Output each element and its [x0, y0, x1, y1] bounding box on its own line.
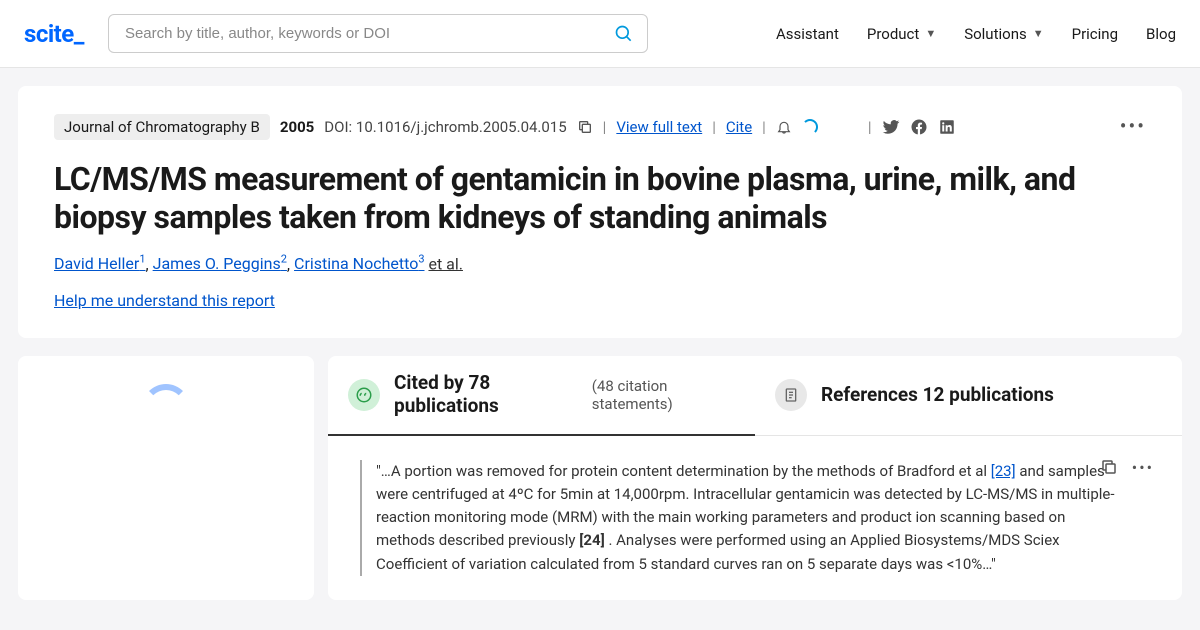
- separator: |: [603, 118, 607, 136]
- bell-icon[interactable]: [776, 119, 792, 135]
- tab-subtitle: (48 citation statements): [592, 377, 735, 413]
- citation-snippet: ••• "…A portion was removed for protein …: [328, 436, 1182, 600]
- citation-actions: •••: [1100, 458, 1154, 477]
- logo[interactable]: scite_: [24, 20, 84, 48]
- authors-list: David Heller1, James O. Peggins2, Cristi…: [54, 253, 1146, 273]
- quote-text: "…A portion was removed for protein cont…: [360, 460, 1120, 576]
- nav-pricing[interactable]: Pricing: [1072, 25, 1118, 43]
- etal-link[interactable]: et al.: [428, 254, 463, 273]
- main-nav: Assistant Product▼ Solutions▼ Pricing Bl…: [776, 25, 1176, 43]
- publication-year: 2005: [280, 118, 314, 136]
- journal-name[interactable]: Journal of Chromatography B: [54, 114, 270, 140]
- tab-references[interactable]: References 12 publications: [755, 356, 1182, 436]
- linkedin-icon[interactable]: [938, 118, 956, 136]
- more-icon[interactable]: •••: [1132, 458, 1154, 477]
- copy-icon[interactable]: [1100, 458, 1118, 477]
- nav-product[interactable]: Product▼: [867, 25, 936, 43]
- twitter-icon[interactable]: [882, 118, 900, 136]
- paper-title: LC/MS/MS measurement of gentamicin in bo…: [54, 160, 1146, 237]
- social-share: |: [868, 118, 956, 136]
- nav-solutions[interactable]: Solutions▼: [964, 25, 1043, 43]
- author-link[interactable]: James O. Peggins2: [153, 254, 287, 273]
- nav-assistant[interactable]: Assistant: [776, 25, 839, 43]
- help-understand-link[interactable]: Help me understand this report: [54, 291, 275, 310]
- nav-blog[interactable]: Blog: [1146, 25, 1176, 43]
- paper-meta: Journal of Chromatography B 2005 DOI: 10…: [54, 114, 1146, 140]
- quote-icon: [348, 379, 380, 411]
- ref-link[interactable]: [23]: [991, 462, 1016, 480]
- tab-label: Cited by 78 publications: [394, 372, 578, 418]
- facebook-icon[interactable]: [910, 118, 928, 136]
- author-link[interactable]: Cristina Nochetto3: [294, 254, 424, 273]
- view-full-text-link[interactable]: View full text: [616, 118, 702, 136]
- tabs-row: Cited by 78 publications (48 citation st…: [328, 356, 1182, 436]
- top-header: scite_ Assistant Product▼ Solutions▼ Pri…: [0, 0, 1200, 68]
- loading-spinner-icon: [802, 119, 818, 135]
- tab-cited-by[interactable]: Cited by 78 publications (48 citation st…: [328, 356, 755, 436]
- document-icon: [775, 379, 807, 411]
- chevron-down-icon: ▼: [925, 27, 936, 40]
- copy-doi-icon[interactable]: [577, 119, 593, 135]
- separator: |: [762, 118, 766, 136]
- search-icon[interactable]: [614, 24, 634, 44]
- paper-card: ••• Journal of Chromatography B 2005 DOI…: [18, 86, 1182, 338]
- main-column: Cited by 78 publications (48 citation st…: [328, 356, 1182, 600]
- chevron-down-icon: ▼: [1033, 27, 1044, 40]
- loading-spinner-icon: [142, 384, 190, 432]
- cite-link[interactable]: Cite: [726, 118, 752, 136]
- doi-text: DOI: 10.1016/j.jchromb.2005.04.015: [324, 118, 566, 136]
- search-input[interactable]: [108, 14, 648, 53]
- more-icon[interactable]: •••: [1120, 114, 1146, 138]
- search-container: [108, 14, 648, 53]
- ref-bold: [24]: [579, 531, 605, 549]
- content-row: Cited by 78 publications (48 citation st…: [18, 356, 1182, 600]
- separator: |: [712, 118, 716, 136]
- left-sidebar: [18, 356, 314, 600]
- tab-label: References 12 publications: [821, 384, 1054, 407]
- author-link[interactable]: David Heller1: [54, 254, 146, 273]
